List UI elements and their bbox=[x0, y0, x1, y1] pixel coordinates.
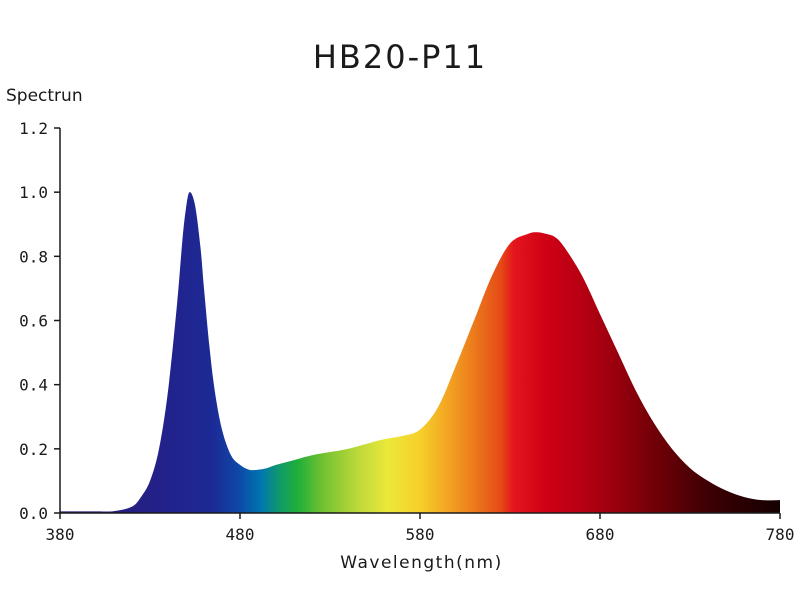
y-tick-label: 0.6 bbox=[19, 312, 48, 331]
y-tick-label: 0.2 bbox=[19, 440, 48, 459]
y-tick-label: 1.2 bbox=[19, 119, 48, 138]
x-tick-label: 480 bbox=[226, 525, 255, 544]
x-tick-label: 580 bbox=[406, 525, 435, 544]
y-tick-label: 0.4 bbox=[19, 376, 48, 395]
x-tick-label: 680 bbox=[586, 525, 615, 544]
chart-title: HB20-P11 bbox=[312, 38, 488, 76]
y-tick-label: 1.0 bbox=[19, 183, 48, 202]
x-tick-label: 380 bbox=[46, 525, 75, 544]
y-axis-label: Spectrun bbox=[6, 86, 83, 106]
y-tick-label: 0.8 bbox=[19, 247, 48, 266]
y-tick-label: 0.0 bbox=[19, 504, 48, 523]
x-tick-label: 780 bbox=[766, 525, 795, 544]
spectrum-area bbox=[60, 192, 780, 513]
x-axis-label: Wavelength(nm) bbox=[340, 553, 503, 573]
